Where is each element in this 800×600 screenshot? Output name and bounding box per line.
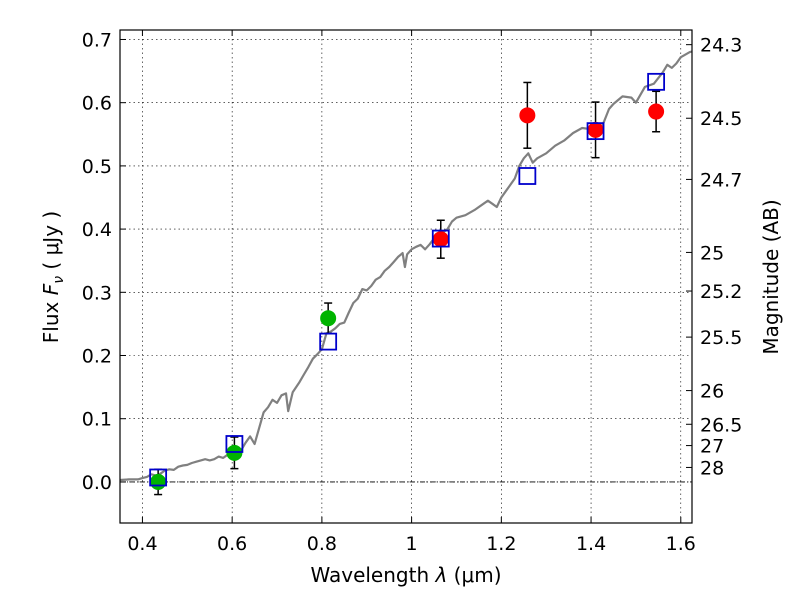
observed-points (150, 103, 665, 490)
x-tick-label: 1 (406, 533, 418, 555)
green-data-point (150, 473, 167, 490)
error-bars (154, 81, 661, 496)
model-points (149, 72, 666, 487)
y-tick-label: 0.5 (82, 156, 112, 178)
x-tick-label: 0.6 (217, 533, 247, 555)
y-tick-label: 0.7 (82, 29, 112, 51)
model-square-marker (647, 72, 666, 91)
y-tick-label: 0.3 (82, 282, 112, 304)
red-data-point (519, 107, 536, 124)
x-tick-label: 1.4 (576, 533, 606, 555)
magnitude-tick-label: 24.5 (700, 108, 742, 130)
red-data-point (587, 121, 604, 138)
model-square-marker (518, 167, 537, 185)
model-spectrum (119, 50, 693, 482)
model-square-marker (319, 332, 338, 351)
y-tick-label: 0.6 (82, 93, 112, 115)
green-data-point (320, 310, 337, 327)
model-spectrum-line (119, 50, 693, 482)
y-tick-label: 0.4 (82, 219, 112, 241)
y-tick-label: 0.2 (82, 346, 112, 368)
magnitude-tick-label: 25.2 (700, 281, 742, 303)
red-data-point (432, 231, 449, 248)
magnitude-tick-label: 27 (700, 436, 724, 458)
x-tick-label: 0.8 (307, 533, 337, 555)
model-square-marker (586, 122, 605, 141)
model-square-marker (225, 435, 244, 453)
model-square-marker (431, 229, 450, 248)
magnitude-tick-label: 25.5 (700, 327, 742, 349)
model-square-marker (149, 468, 168, 487)
grid (120, 30, 692, 523)
x-axis-ticks: 0.4 0.6 0.8 1 1.2 1.4 1.6 (127, 30, 696, 555)
x-axis-title: Wavelength λ (μm) (310, 563, 501, 587)
magnitude-tick-label: 24.7 (700, 169, 742, 191)
y-tick-label: 0.1 (82, 409, 112, 431)
y-axis-title: Flux Fν ( μJy ) (39, 211, 67, 343)
x-tick-label: 1.2 (486, 533, 516, 555)
magnitude-axis-title: Magnitude (AB) (759, 199, 783, 354)
plot-frame (119, 29, 693, 524)
x-tick-label: 1.6 (666, 533, 696, 555)
magnitude-tick-label: 26 (700, 381, 724, 403)
magnitude-tick-label: 26.5 (700, 414, 742, 436)
y-tick-label: 0.0 (82, 472, 112, 494)
magnitude-tick-label: 24.3 (700, 35, 742, 57)
red-data-point (648, 103, 665, 120)
y-axis-ticks: 0.0 0.1 0.2 0.3 0.4 0.5 0.6 0.7 (82, 29, 126, 494)
x-tick-label: 0.4 (127, 533, 157, 555)
magnitude-tick-label: 28 (700, 457, 724, 479)
magnitude-tick-label: 25 (700, 242, 724, 264)
